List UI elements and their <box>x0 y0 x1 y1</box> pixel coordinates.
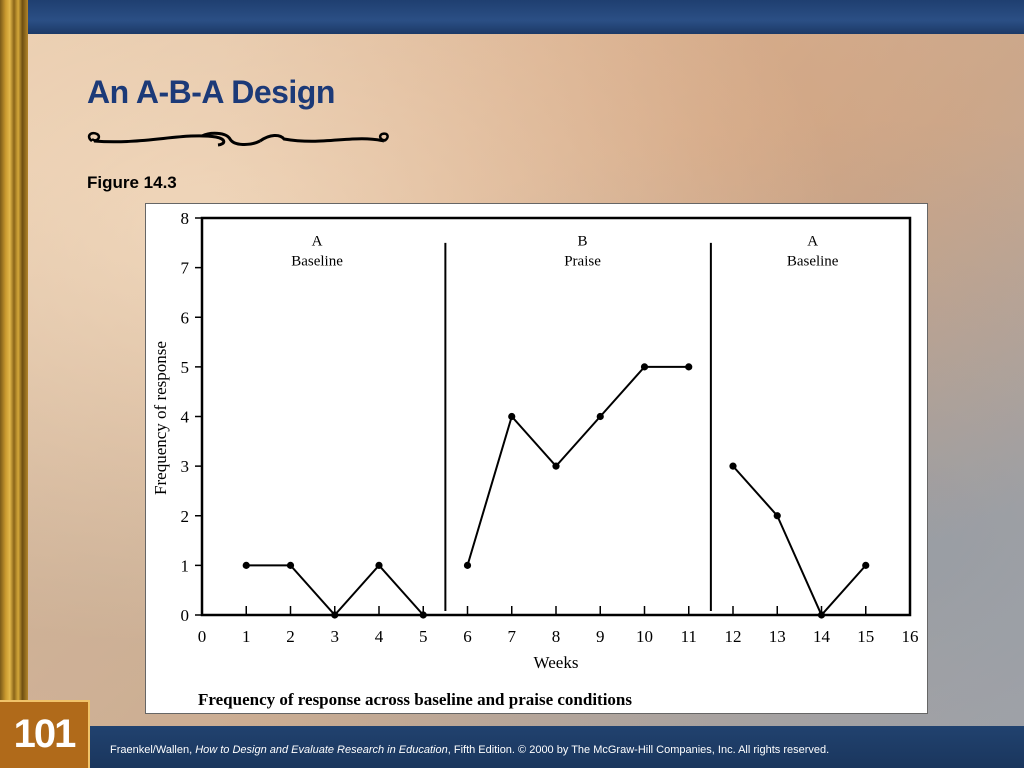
slide-number: 101 <box>13 712 77 756</box>
footer-bar <box>0 726 1024 768</box>
series-line <box>732 465 867 617</box>
y-tick-label: 3 <box>181 457 190 476</box>
x-tick-label: 2 <box>286 627 295 646</box>
data-point <box>242 561 250 569</box>
copyright-footer: Fraenkel/Wallen, How to Design and Evalu… <box>110 744 1010 756</box>
data-point <box>596 412 604 421</box>
flourish-divider-icon <box>87 131 389 147</box>
x-tick-label: 16 <box>902 627 919 646</box>
x-tick-label: 12 <box>725 627 742 646</box>
x-tick-label: 3 <box>331 627 340 646</box>
data-point <box>331 611 339 619</box>
data-point <box>817 611 826 619</box>
data-point <box>286 561 295 569</box>
y-axis-label: Frequency of response <box>151 341 170 495</box>
x-tick-label: 8 <box>552 627 561 646</box>
x-tick-label: 4 <box>375 627 384 646</box>
y-tick-label: 0 <box>181 606 190 625</box>
x-axis-label: Weeks <box>534 653 579 672</box>
chart-title: Frequency of response across baseline an… <box>198 690 632 709</box>
slide-number-badge: 101 <box>0 700 90 768</box>
data-point <box>508 412 516 421</box>
x-tick-label: 1 <box>242 627 251 646</box>
phase-label: Praise <box>564 254 601 270</box>
phase-letter: B <box>578 233 588 249</box>
x-tick-label: 14 <box>813 627 831 646</box>
figure-label: Figure 14.3 <box>87 173 177 192</box>
phase-label: Baseline <box>291 254 343 270</box>
data-point <box>375 561 383 569</box>
data-point <box>862 561 870 569</box>
y-tick-label: 4 <box>181 408 190 427</box>
data-point <box>463 561 472 569</box>
phase-letter: A <box>807 233 818 249</box>
phase-label: Baseline <box>787 254 839 270</box>
x-tick-label: 10 <box>636 627 653 646</box>
x-tick-label: 0 <box>198 627 207 646</box>
y-tick-label: 6 <box>181 308 190 327</box>
data-point <box>419 611 427 619</box>
footer-prefix: Fraenkel/Wallen, <box>110 744 196 756</box>
y-tick-label: 1 <box>181 556 190 575</box>
slide-title: An A-B-A Design <box>87 74 335 110</box>
plot-frame <box>200 216 912 617</box>
phase-letter: A <box>312 233 323 249</box>
y-tick-label: 8 <box>181 209 190 228</box>
y-tick-label: 2 <box>181 507 190 526</box>
left-decorative-stripe <box>0 0 28 768</box>
data-point <box>685 363 693 371</box>
x-tick-label: 5 <box>419 627 428 646</box>
x-tick-label: 11 <box>681 627 697 646</box>
x-tick-label: 6 <box>463 627 472 646</box>
data-point <box>729 462 737 470</box>
y-tick-label: 5 <box>181 358 190 377</box>
top-banner <box>0 0 1024 34</box>
x-tick-label: 13 <box>769 627 786 646</box>
chart-container: 0 1 2 3 4 5 6 7 8 0 1 2 3 4 5 6 7 8 9 10 11 12 13 14 15 16 A Baseli… <box>145 203 928 714</box>
footer-book-title: How to Design and Evaluate Research in E… <box>195 744 448 756</box>
data-point <box>773 512 781 520</box>
x-tick-label: 15 <box>857 627 874 646</box>
footer-suffix: , Fifth Edition. © 2000 by The McGraw-Hi… <box>447 744 830 756</box>
x-tick-label: 7 <box>508 627 517 646</box>
y-tick-label: 7 <box>181 259 190 278</box>
series-line <box>466 365 689 566</box>
x-tick-label: 9 <box>596 627 605 646</box>
data-point <box>640 363 649 371</box>
data-point <box>552 462 560 470</box>
